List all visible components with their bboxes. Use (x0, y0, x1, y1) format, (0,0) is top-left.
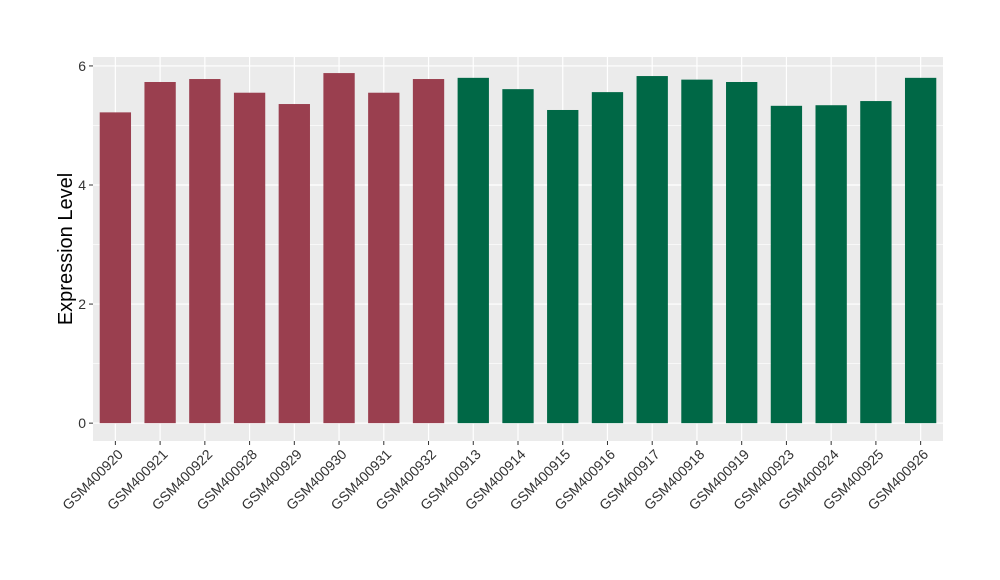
bar-GSM400913 (457, 77, 489, 424)
y-axis-title: Expression Level (55, 173, 77, 325)
bars (99, 73, 937, 424)
bar-GSM400920 (99, 112, 132, 424)
y-axis: 0 2 4 6 (78, 58, 93, 431)
bar-GSM400929 (278, 104, 310, 424)
bar-GSM400915 (547, 109, 579, 424)
bar-GSM400931 (368, 92, 400, 424)
bar-GSM400919 (726, 82, 758, 424)
bar-GSM400932 (412, 79, 445, 424)
bar-GSM400917 (636, 76, 668, 424)
bar-GSM400918 (681, 79, 713, 424)
bar-GSM400926 (904, 77, 937, 424)
y-tick-label: 2 (78, 296, 86, 312)
bar-GSM400925 (860, 101, 892, 424)
bar-GSM400930 (323, 73, 355, 424)
x-axis: GSM400920GSM400921GSM400922GSM400928GSM4… (59, 441, 931, 513)
y-tick-label: 4 (78, 177, 86, 193)
y-tick-label: 6 (78, 58, 86, 74)
bar-GSM400928 (233, 92, 266, 424)
bar-GSM400921 (144, 82, 176, 424)
bar-GSM400922 (189, 79, 221, 424)
bar-GSM400924 (815, 105, 847, 424)
y-tick-label: 0 (78, 415, 86, 431)
bar-GSM400916 (591, 92, 624, 424)
bar-GSM400914 (502, 89, 534, 424)
bar-GSM400923 (770, 105, 803, 424)
